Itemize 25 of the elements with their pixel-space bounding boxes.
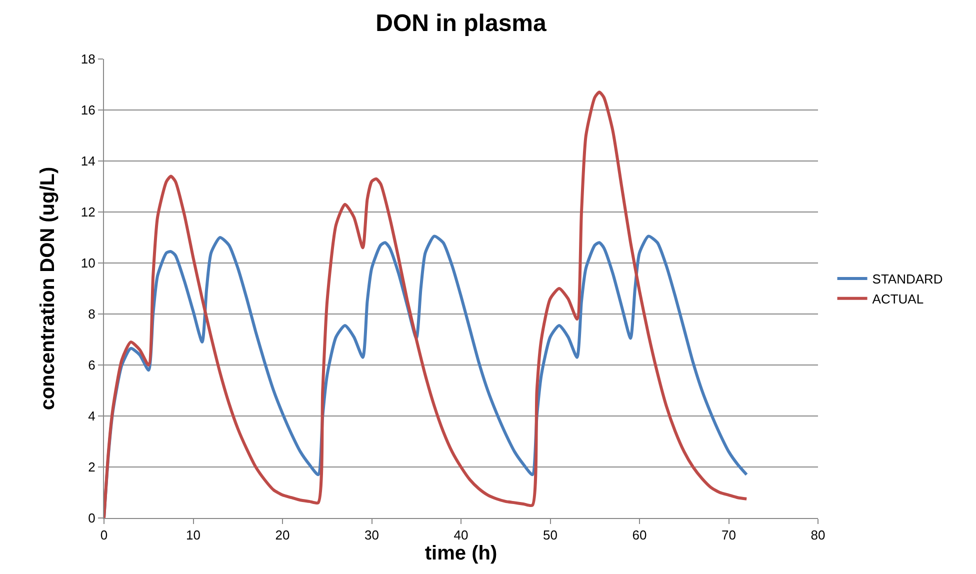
y-tick-label: 2: [88, 460, 96, 475]
x-tick-label: 70: [722, 528, 736, 543]
y-tick-label: 6: [88, 358, 96, 373]
chart-title: DON in plasma: [376, 10, 547, 38]
x-tick-label: 20: [275, 528, 290, 543]
x-tick-label: 0: [100, 528, 108, 543]
y-tick-label: 4: [88, 408, 96, 424]
y-tick-label: 10: [80, 256, 96, 271]
y-tick-label: 0: [88, 510, 96, 526]
legend-label: ACTUAL: [872, 291, 924, 306]
x-tick-label: 40: [454, 528, 468, 543]
legend-label: STANDARD: [872, 272, 943, 287]
y-tick-label: 14: [80, 154, 96, 169]
y-tick-label: 16: [80, 102, 96, 118]
x-tick-label: 30: [364, 528, 379, 543]
x-tick-label: 80: [810, 528, 826, 543]
line-series: [104, 90, 748, 518]
x-tick-label: 50: [543, 528, 558, 543]
x-tick-label: 60: [632, 528, 647, 543]
y-tick-label: 18: [80, 52, 96, 67]
x-axis-title: time (h): [424, 542, 498, 565]
x-tick-label: 10: [186, 528, 200, 543]
y-axis-title: concentration DON (ug/L): [37, 166, 59, 410]
y-tick-label: 8: [88, 306, 96, 322]
y-tick-label: 12: [80, 204, 96, 220]
